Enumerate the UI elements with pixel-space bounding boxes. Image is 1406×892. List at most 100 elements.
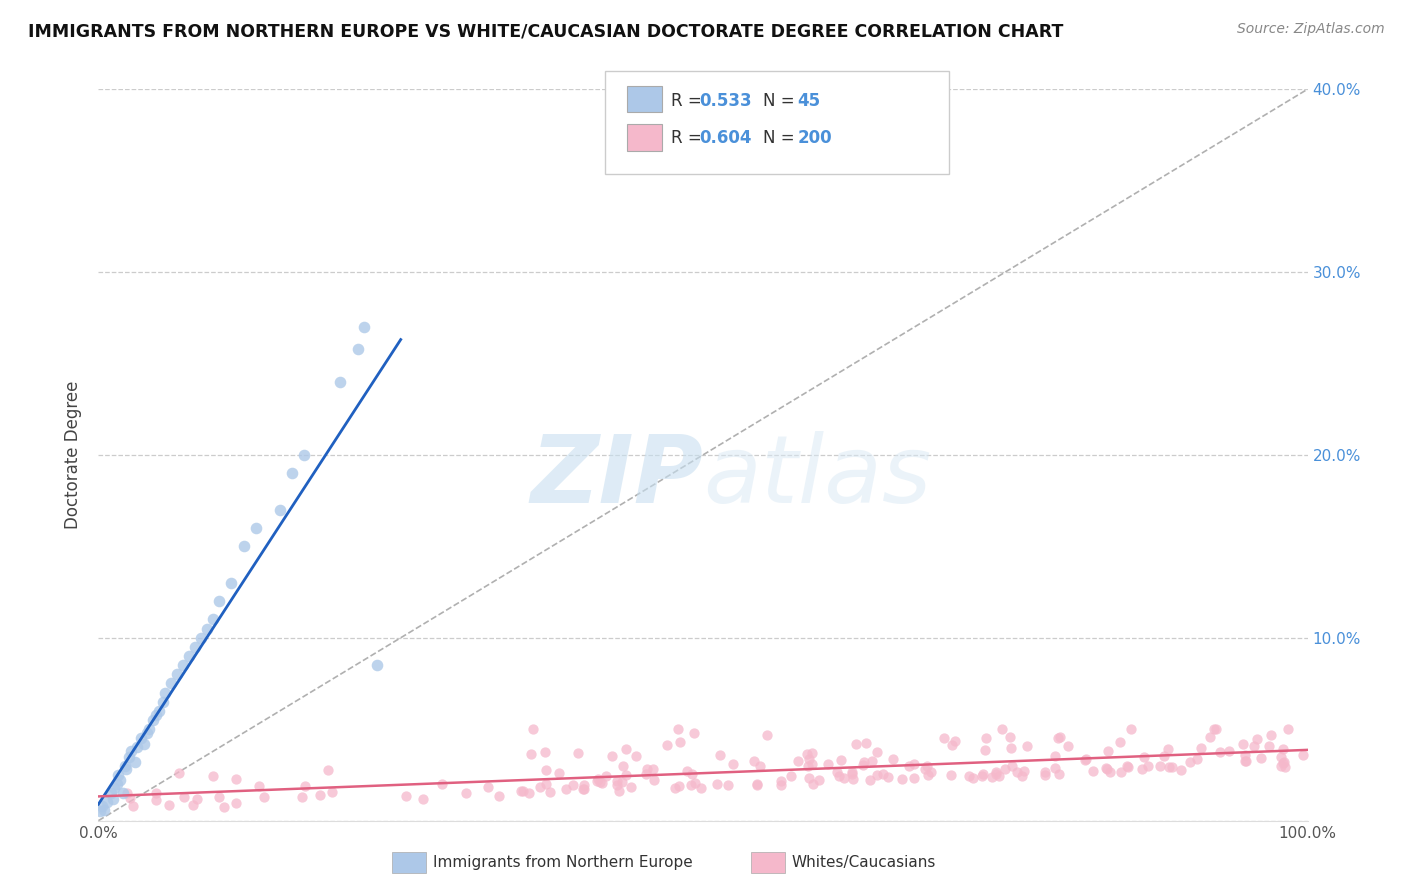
Point	[269, 503, 291, 517]
Point	[984, 765, 1007, 780]
Text: atlas: atlas	[703, 432, 931, 523]
Text: N =: N =	[763, 129, 800, 147]
Point	[755, 728, 778, 742]
Point	[512, 784, 534, 798]
Point	[664, 781, 686, 796]
Point	[683, 776, 706, 790]
Point	[801, 746, 824, 760]
Point	[225, 796, 247, 810]
Point	[353, 319, 375, 334]
Point	[1198, 730, 1220, 744]
Point	[1033, 764, 1056, 779]
Point	[101, 791, 124, 805]
Point	[797, 752, 820, 766]
Point	[941, 739, 963, 753]
Point	[1130, 763, 1153, 777]
Point	[1149, 758, 1171, 772]
Point	[934, 731, 956, 745]
Point	[522, 723, 544, 737]
Point	[212, 799, 235, 814]
Point	[105, 777, 128, 791]
Point	[832, 771, 855, 785]
Point	[1243, 739, 1265, 754]
Point	[195, 622, 218, 636]
Point	[745, 777, 768, 791]
Point	[972, 767, 994, 781]
Point	[981, 770, 1004, 784]
Point	[184, 640, 207, 654]
Point	[915, 759, 938, 773]
Point	[807, 773, 830, 788]
Point	[717, 778, 740, 792]
Point	[1272, 755, 1295, 769]
Point	[108, 773, 131, 788]
Point	[721, 756, 744, 771]
Point	[208, 789, 231, 804]
Point	[91, 799, 114, 814]
Point	[586, 774, 609, 789]
Point	[121, 798, 143, 813]
Point	[1153, 748, 1175, 763]
Text: Immigrants from Northern Europe: Immigrants from Northern Europe	[433, 855, 693, 870]
Point	[111, 786, 134, 800]
Point	[129, 731, 152, 746]
Point	[232, 539, 254, 553]
Point	[1258, 739, 1281, 753]
Point	[1115, 759, 1137, 773]
Point	[107, 768, 129, 782]
Point	[309, 788, 332, 802]
Point	[1074, 752, 1097, 766]
Point	[668, 779, 690, 793]
Text: N =: N =	[763, 92, 800, 110]
Point	[118, 791, 141, 805]
Point	[903, 771, 925, 785]
Point	[747, 778, 769, 792]
Point	[1073, 753, 1095, 767]
Point	[797, 758, 820, 772]
Point	[247, 779, 270, 793]
Point	[606, 773, 628, 788]
Point	[859, 772, 882, 787]
Point	[769, 774, 792, 789]
Point	[120, 744, 142, 758]
Point	[1272, 742, 1295, 756]
Point	[148, 704, 170, 718]
Point	[860, 755, 883, 769]
Point	[1246, 731, 1268, 746]
Point	[749, 758, 772, 772]
Point	[742, 754, 765, 768]
Point	[142, 713, 165, 727]
Point	[825, 764, 848, 779]
Text: R =: R =	[671, 129, 707, 147]
Point	[118, 749, 141, 764]
Point	[510, 784, 533, 798]
Point	[281, 466, 304, 480]
Point	[626, 748, 648, 763]
Point	[1011, 769, 1033, 783]
Point	[173, 789, 195, 804]
Point	[1043, 761, 1066, 775]
Text: Whites/Caucasians: Whites/Caucasians	[792, 855, 936, 870]
Point	[1047, 731, 1070, 745]
Point	[1097, 744, 1119, 758]
Point	[1095, 762, 1118, 776]
Point	[1001, 759, 1024, 773]
Point	[1178, 755, 1201, 769]
Point	[1270, 750, 1292, 764]
Point	[555, 782, 578, 797]
Point	[957, 769, 980, 783]
Point	[994, 763, 1017, 777]
Point	[169, 766, 191, 780]
Point	[1234, 754, 1257, 768]
Point	[830, 753, 852, 767]
Point	[866, 745, 889, 759]
Point	[1015, 739, 1038, 754]
Point	[988, 769, 1011, 783]
Point	[1133, 749, 1156, 764]
Point	[221, 576, 243, 591]
Point	[548, 766, 571, 780]
Point	[1187, 752, 1209, 766]
Point	[1208, 745, 1230, 759]
Point	[321, 785, 343, 799]
Point	[636, 762, 658, 776]
